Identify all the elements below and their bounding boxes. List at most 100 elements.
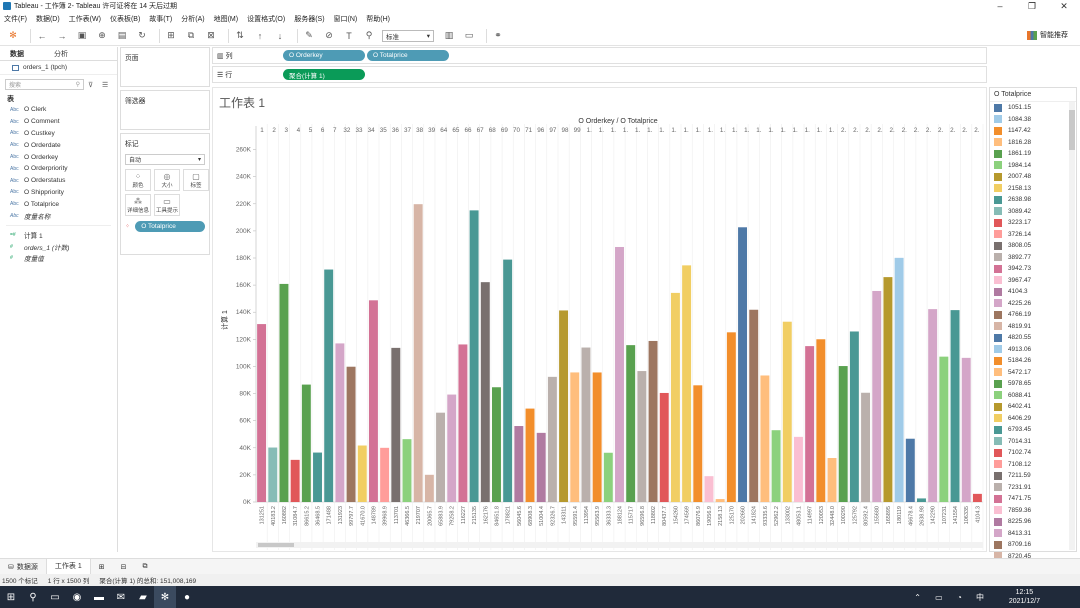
legend-item[interactable]: 7108.12	[990, 459, 1076, 471]
bar[interactable]	[346, 366, 356, 502]
field-calc-1[interactable]: =# 计算 1	[0, 229, 117, 241]
windows-start-icon[interactable]: ⊞	[6, 591, 16, 603]
app-icon[interactable]: ▰	[139, 591, 147, 603]
bar[interactable]	[782, 321, 792, 502]
bar[interactable]	[301, 384, 311, 502]
bar[interactable]	[368, 300, 378, 502]
legend-item[interactable]: 4819.91	[990, 321, 1076, 333]
datasource-item[interactable]: orders_1 (tpch)	[0, 61, 117, 75]
detail-button[interactable]: ⁂ 详细信息	[125, 194, 151, 216]
field-o-custkey[interactable]: Abc O Custkey	[0, 128, 117, 140]
bar[interactable]	[313, 452, 322, 502]
file-explorer-icon[interactable]: ▬	[94, 591, 104, 603]
tab-data[interactable]: 数据	[10, 50, 24, 58]
legend-item[interactable]: 8720.45	[990, 551, 1076, 563]
bar[interactable]	[861, 392, 871, 502]
bar[interactable]	[738, 227, 748, 502]
new-story-icon[interactable]: ⧉	[142, 562, 148, 570]
system-tray-icons[interactable]: ⌃ ▭ ◔ 中	[914, 593, 990, 602]
tooltip-button[interactable]: ▭ 工具提示	[154, 194, 180, 216]
bar[interactable]	[939, 356, 949, 502]
bar[interactable]	[872, 290, 882, 502]
menu-server[interactable]: 服务器(S)	[294, 15, 325, 23]
legend-item[interactable]: 7211.59	[990, 470, 1076, 482]
color-field-pill[interactable]: O Totalprice	[135, 221, 205, 232]
rows-shelf[interactable]: ☰ 行 聚合(计算 1)	[212, 66, 987, 83]
bar[interactable]	[357, 445, 367, 502]
close-icon[interactable]: ✕	[1060, 0, 1068, 11]
legend-item[interactable]: 5978.65	[990, 378, 1076, 390]
bar[interactable]	[749, 309, 759, 502]
menu-file[interactable]: 文件(F)	[4, 15, 27, 23]
bar[interactable]	[905, 438, 915, 502]
taskbar-clock[interactable]: 12:15 2021/12/7	[1009, 588, 1040, 606]
field-o-orderpriority[interactable]: Abc O Orderpriority	[0, 163, 117, 175]
bar[interactable]	[715, 499, 725, 502]
legend-scrollbar[interactable]	[1069, 102, 1075, 550]
sheet-tab[interactable]: 工作表 1	[45, 558, 91, 575]
legend-item[interactable]: 3089.42	[990, 206, 1076, 218]
undo-icon[interactable]: ←	[37, 30, 47, 41]
bar[interactable]	[670, 292, 680, 502]
bar[interactable]	[525, 408, 535, 502]
swap-icon[interactable]: ⇅	[236, 30, 244, 40]
field-measure-names[interactable]: Abc 度量名称	[0, 210, 117, 222]
legend-item[interactable]: 3808.05	[990, 240, 1076, 252]
bar[interactable]	[424, 474, 434, 502]
bar[interactable]	[391, 347, 401, 502]
legend-item[interactable]: 7014.31	[990, 436, 1076, 448]
legend-item[interactable]: 2158.13	[990, 183, 1076, 195]
bar[interactable]	[760, 375, 770, 502]
legend-item[interactable]: 4225.26	[990, 298, 1076, 310]
bar[interactable]	[615, 246, 624, 502]
h-scrollbar[interactable]	[256, 542, 983, 548]
field-o-clerk[interactable]: Abc O Clerk	[0, 104, 117, 116]
menu-help[interactable]: 帮助(H)	[366, 15, 390, 23]
bar[interactable]	[380, 447, 390, 502]
bar[interactable]	[413, 204, 423, 502]
menu-analysis[interactable]: 分析(A)	[181, 15, 205, 23]
legend-item[interactable]: 3726.14	[990, 229, 1076, 241]
filter-icon[interactable]: ⊽	[88, 81, 94, 89]
legend-item[interactable]: 6793.45	[990, 424, 1076, 436]
legend-item[interactable]: 6088.41	[990, 390, 1076, 402]
field-o-orderdate[interactable]: Abc O Orderdate	[0, 139, 117, 151]
bar[interactable]	[592, 372, 602, 502]
filters-card[interactable]: 筛选器	[120, 90, 210, 130]
legend-item[interactable]: 2638.98	[990, 194, 1076, 206]
bar[interactable]	[659, 392, 669, 502]
bar[interactable]	[536, 432, 546, 502]
field-measure-values[interactable]: # 度量值	[0, 253, 117, 265]
share-icon[interactable]: ⚭	[494, 30, 502, 40]
bar[interactable]	[917, 498, 926, 502]
bar[interactable]	[458, 344, 468, 502]
legend-item[interactable]: 8225.96	[990, 516, 1076, 528]
orderkey-pill[interactable]: O Orderkey	[283, 50, 365, 61]
bar[interactable]	[704, 476, 714, 502]
bar[interactable]	[480, 282, 490, 502]
bar[interactable]	[547, 376, 557, 502]
bar[interactable]	[883, 277, 893, 502]
bar[interactable]	[726, 332, 736, 502]
legend-item[interactable]: 4820.55	[990, 332, 1076, 344]
bar[interactable]	[961, 357, 971, 502]
highlight-icon[interactable]: ✎	[305, 30, 313, 40]
bar[interactable]	[514, 426, 524, 502]
bar[interactable]	[626, 345, 636, 502]
field-count[interactable]: # orders_1 (计数)	[0, 241, 117, 253]
bar[interactable]	[268, 447, 278, 502]
menu-data[interactable]: 数据(D)	[35, 15, 60, 23]
legend-item[interactable]: 7471.75	[990, 493, 1076, 505]
bar[interactable]	[693, 385, 703, 502]
bar[interactable]	[436, 412, 446, 502]
clear-sheet-icon[interactable]: ⊠	[207, 30, 215, 40]
bar[interactable]	[771, 430, 781, 502]
legend-item[interactable]: 6402.41	[990, 401, 1076, 413]
legend-item[interactable]: 4104.3	[990, 286, 1076, 298]
presentation-icon[interactable]: ▭	[464, 30, 474, 40]
new-sheet-icon[interactable]: ⊞	[167, 30, 175, 40]
legend-item[interactable]: 1984.14	[990, 160, 1076, 172]
columns-shelf[interactable]: ▥ 列 O Orderkey O Totalprice	[212, 47, 987, 64]
legend-item[interactable]: 4913.06	[990, 344, 1076, 356]
show-me-button[interactable]: 智能推荐	[1027, 30, 1068, 40]
